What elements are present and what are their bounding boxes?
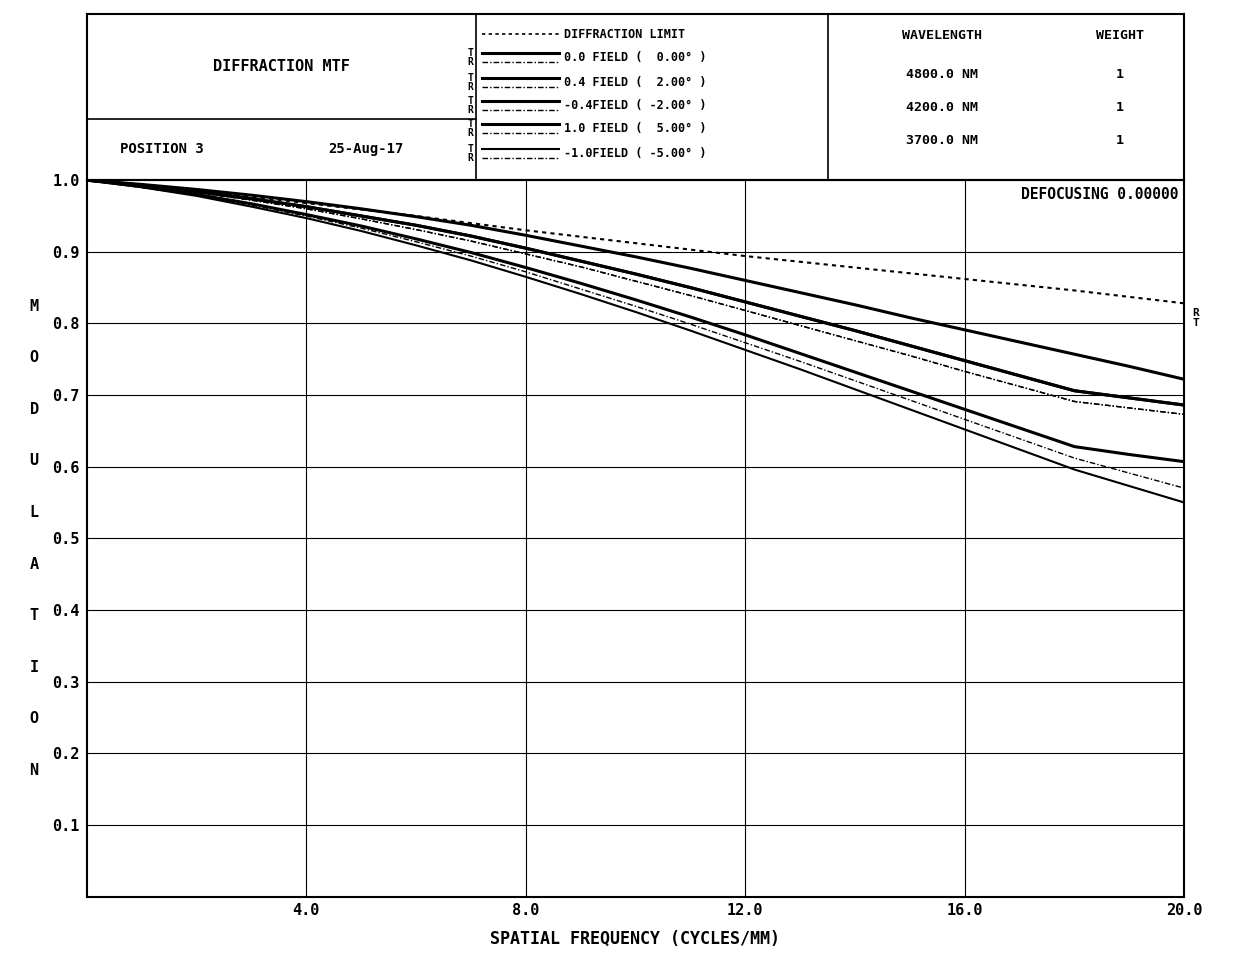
- Text: T: T: [1193, 318, 1199, 329]
- Text: A: A: [30, 556, 38, 572]
- Text: 0.0 FIELD (  0.00° ): 0.0 FIELD ( 0.00° ): [564, 51, 707, 64]
- Text: WAVELENGTH: WAVELENGTH: [901, 30, 982, 42]
- Text: DEFOCUSING 0.00000: DEFOCUSING 0.00000: [1022, 187, 1179, 202]
- Text: O: O: [30, 350, 38, 365]
- Text: 1: 1: [1116, 67, 1123, 81]
- Text: R: R: [467, 128, 474, 138]
- Text: 0.4 FIELD (  2.00° ): 0.4 FIELD ( 2.00° ): [564, 76, 707, 89]
- Text: POSITION 3: POSITION 3: [120, 143, 203, 156]
- Text: I: I: [30, 659, 38, 675]
- Text: 1.0 FIELD (  5.00° ): 1.0 FIELD ( 5.00° ): [564, 122, 707, 135]
- Text: T: T: [467, 96, 474, 106]
- Text: 4800.0 NM: 4800.0 NM: [905, 67, 977, 81]
- Text: 3700.0 NM: 3700.0 NM: [905, 134, 977, 147]
- Text: DIFFRACTION LIMIT: DIFFRACTION LIMIT: [564, 28, 686, 40]
- Text: 1: 1: [1116, 134, 1123, 147]
- Text: D: D: [30, 402, 38, 416]
- Text: DIFFRACTION MTF: DIFFRACTION MTF: [213, 59, 350, 74]
- Text: U: U: [30, 453, 38, 469]
- Text: R: R: [467, 82, 474, 92]
- Text: 4200.0 NM: 4200.0 NM: [905, 100, 977, 114]
- Text: R: R: [467, 57, 474, 67]
- Text: R: R: [467, 105, 474, 115]
- Text: 1: 1: [1116, 100, 1123, 114]
- Text: R: R: [1193, 308, 1199, 318]
- Text: -1.0FIELD ( -5.00° ): -1.0FIELD ( -5.00° ): [564, 147, 707, 160]
- Text: T: T: [467, 144, 474, 154]
- Text: T: T: [467, 48, 474, 58]
- Text: O: O: [30, 711, 38, 726]
- Text: T: T: [30, 608, 38, 623]
- Text: WEIGHT: WEIGHT: [1096, 30, 1145, 42]
- Text: 25-Aug-17: 25-Aug-17: [329, 143, 403, 156]
- Text: L: L: [30, 505, 38, 520]
- Text: -0.4FIELD ( -2.00° ): -0.4FIELD ( -2.00° ): [564, 99, 707, 112]
- X-axis label: SPATIAL FREQUENCY (CYCLES/MM): SPATIAL FREQUENCY (CYCLES/MM): [491, 929, 780, 948]
- Text: M: M: [30, 299, 38, 313]
- Text: T: T: [467, 120, 474, 129]
- Text: N: N: [30, 763, 38, 778]
- Text: R: R: [467, 153, 474, 163]
- Text: T: T: [467, 73, 474, 83]
